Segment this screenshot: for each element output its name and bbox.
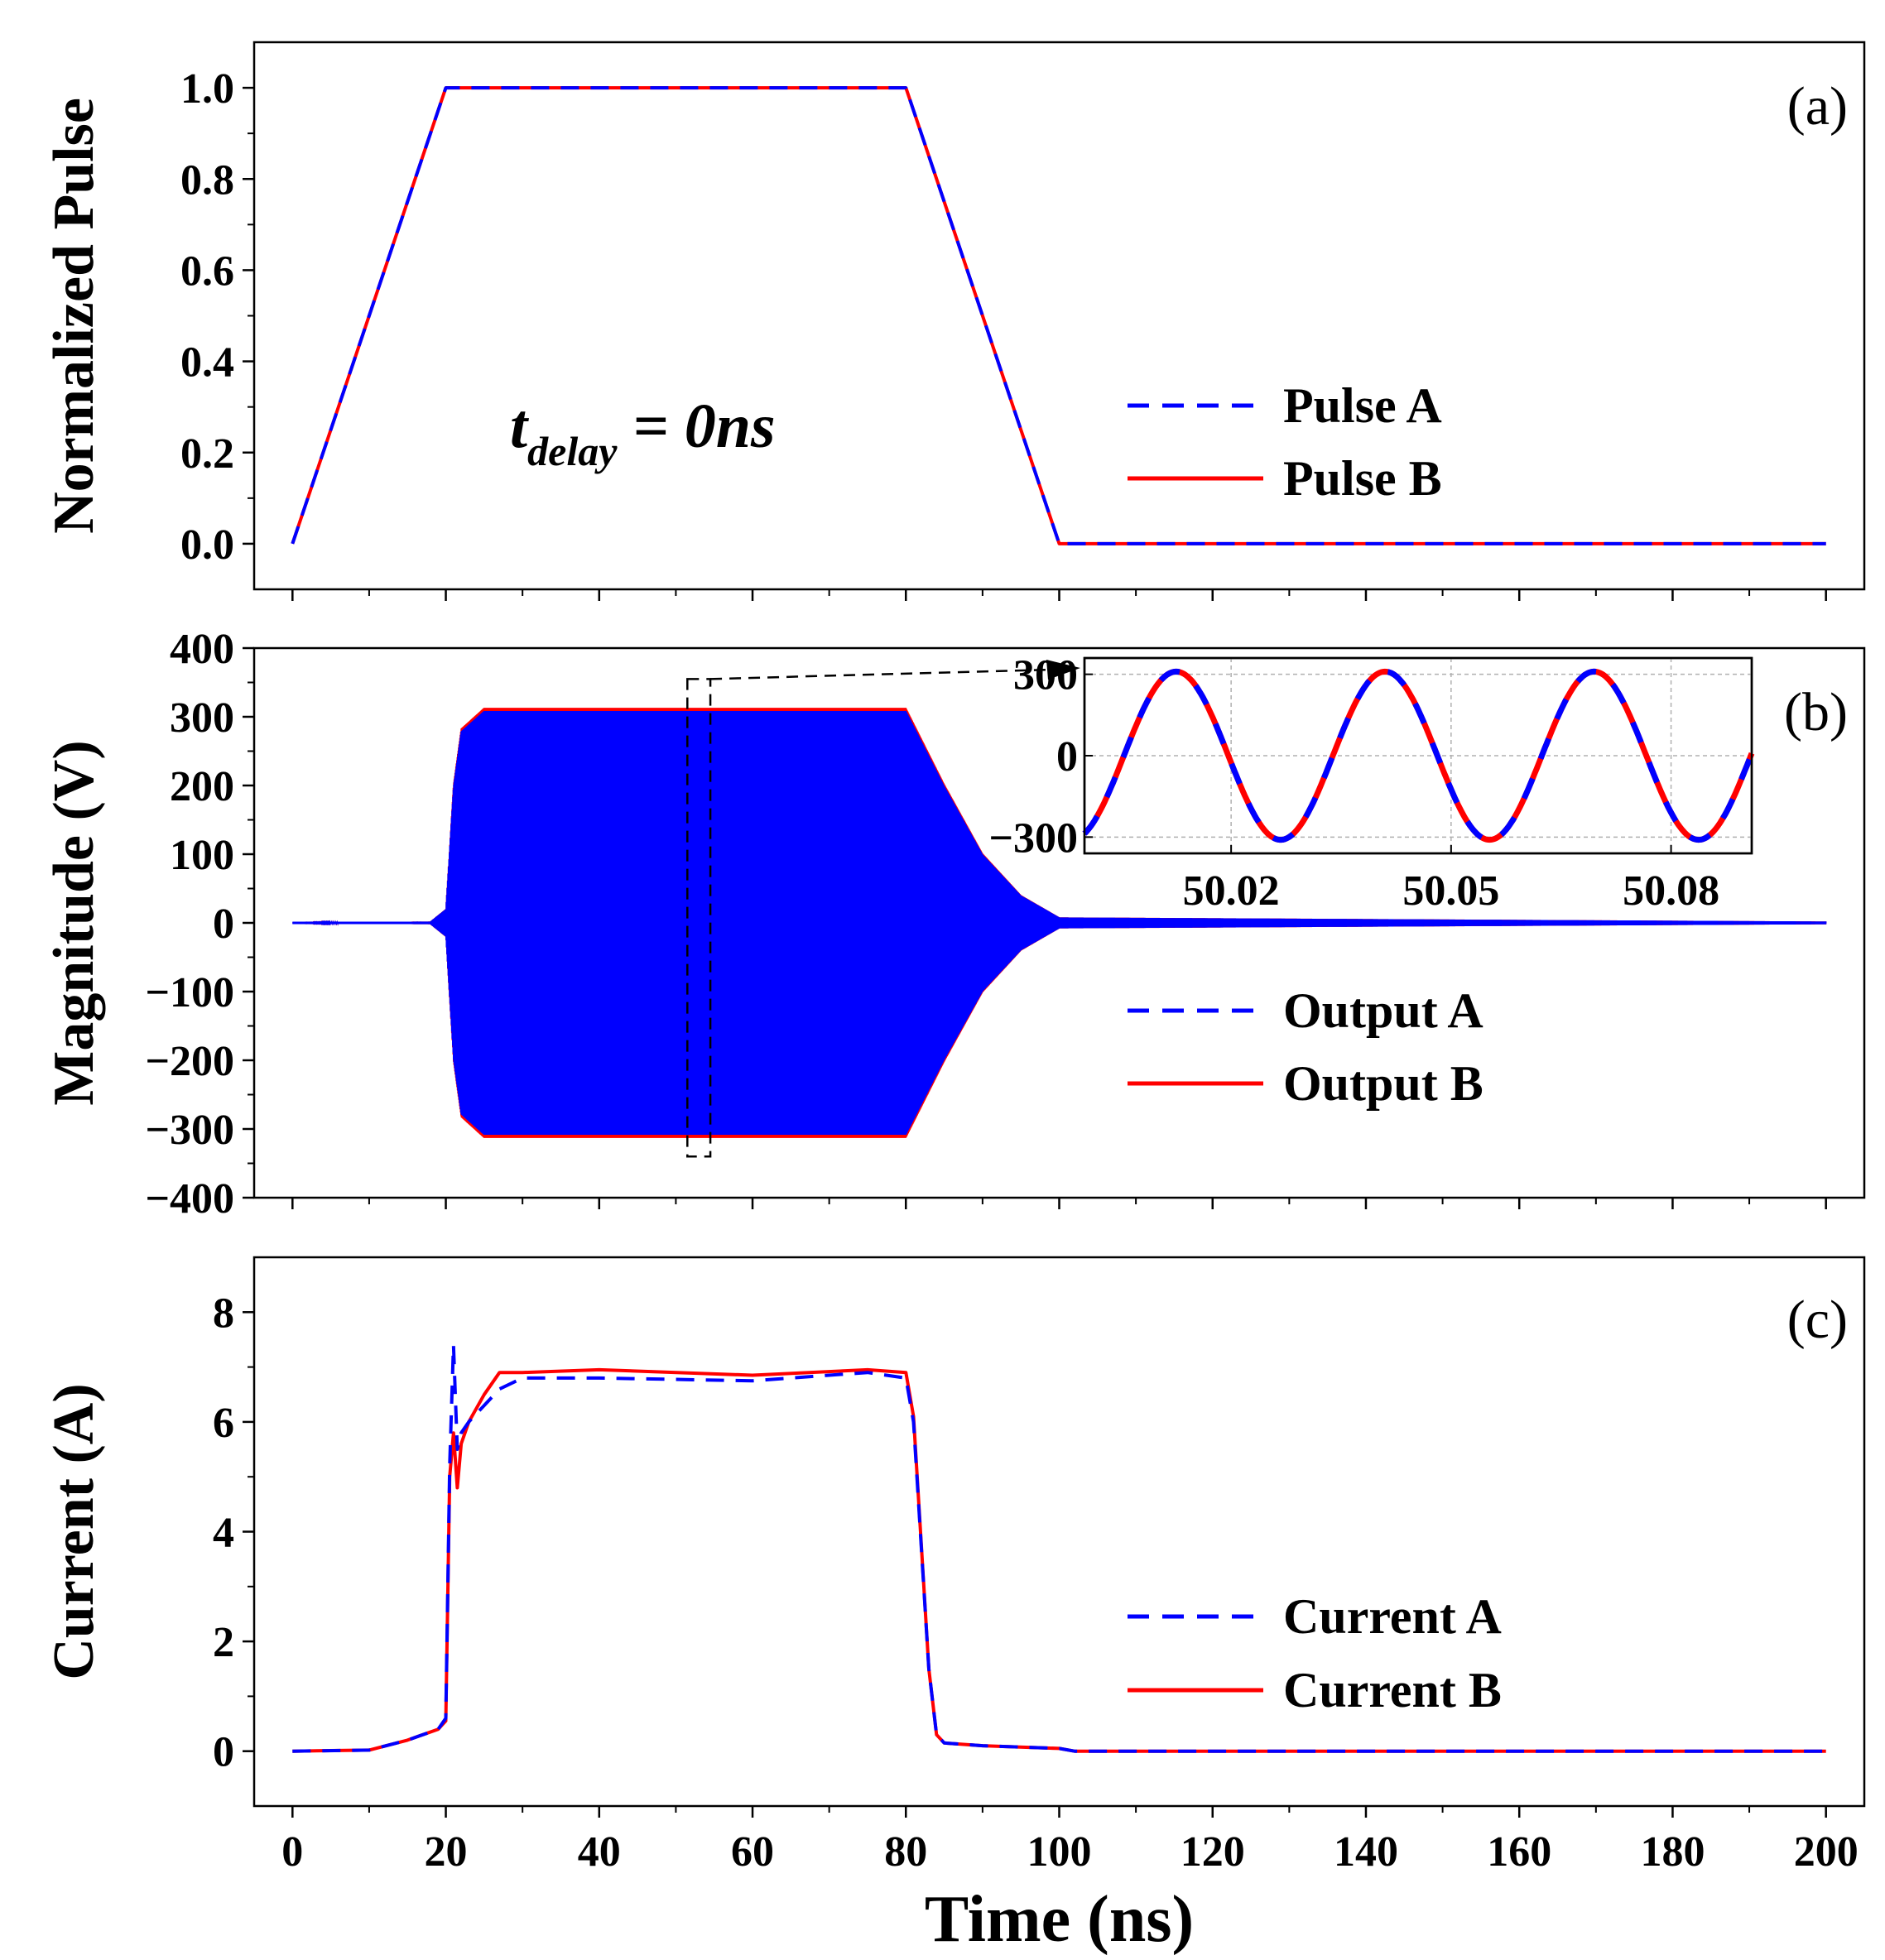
zoom-arrow-line xyxy=(710,668,1052,680)
panel-3: 0 20 40 60 80 100 120 140 160 180 200 0 2 4 6 8 Current … xyxy=(42,1256,1866,1956)
legend: Pulse A Pulse B xyxy=(1128,378,1442,506)
plot-frame xyxy=(252,1256,1866,1808)
x-tick-label: 80 xyxy=(884,1828,927,1876)
inset-x-tick-label: 50.02 xyxy=(1183,867,1280,915)
y-tick-label: −100 xyxy=(145,969,234,1016)
y-tick-label: 0.2 xyxy=(180,430,234,478)
x-tick-label: 100 xyxy=(1027,1828,1092,1876)
y-tick-label: −400 xyxy=(145,1175,234,1223)
y-tick-label: 0.6 xyxy=(180,247,234,295)
zoom-arrow-head xyxy=(1046,660,1080,680)
y-tick-label: 8 xyxy=(213,1290,234,1337)
y-axis-title: Magnitude (V) xyxy=(42,740,106,1105)
y-axis-title: Normalized Pulse xyxy=(42,98,106,534)
legend: Output A Output B xyxy=(1128,983,1483,1111)
y-tick-label: 0 xyxy=(213,1729,234,1776)
x-tick-label: 120 xyxy=(1181,1828,1245,1876)
y-tick-label: −200 xyxy=(145,1038,234,1085)
panel-1: 0.0 0.2 0.4 0.6 0.8 1.0 Normalized Pulse (a) Pul… xyxy=(42,41,1866,601)
legend-label-pulse-b: Pulse B xyxy=(1283,451,1442,506)
legend-label-pulse-a: Pulse A xyxy=(1283,378,1442,433)
series-pulse-b xyxy=(291,86,1826,545)
x-tick-label: 140 xyxy=(1334,1828,1398,1876)
y-tick-label: 300 xyxy=(170,694,234,742)
series-pulse-a xyxy=(291,86,1826,545)
y-tick-label: 100 xyxy=(170,832,234,879)
legend: Current A Current B xyxy=(1128,1589,1502,1717)
y-tick-label: 6 xyxy=(213,1400,234,1447)
legend-label-output-a: Output A xyxy=(1283,983,1483,1038)
inset-y-tick-label: −300 xyxy=(988,814,1078,862)
x-tick-label: 160 xyxy=(1487,1828,1551,1876)
legend-label-current-a: Current A xyxy=(1283,1589,1502,1644)
y-tick-label: 200 xyxy=(170,763,234,810)
inset-series-output-a xyxy=(1082,668,1755,843)
y-tick-label: 400 xyxy=(170,626,234,673)
panel-label: (c) xyxy=(1787,1290,1848,1350)
inset-x-tick-label: 50.05 xyxy=(1402,867,1499,915)
y-tick-label: 1.0 xyxy=(180,65,234,113)
panel-label: (b) xyxy=(1784,682,1848,742)
legend-label-current-b: Current B xyxy=(1283,1663,1502,1717)
x-tick-label: 60 xyxy=(731,1828,774,1876)
series-current-b xyxy=(292,1367,1826,1753)
y-tick-label: 4 xyxy=(213,1510,234,1557)
annotation-t-delay: tdelay = 0ns xyxy=(510,392,776,474)
zoom-box xyxy=(686,678,712,1158)
data-group xyxy=(292,1343,1826,1753)
x-axis-title: Time (ns) xyxy=(925,1883,1194,1956)
inset-x-tick-label: 50.08 xyxy=(1623,867,1719,915)
inset: 50.02 50.05 50.08 −300 0 300 xyxy=(988,652,1755,915)
legend-label-output-b: Output B xyxy=(1283,1056,1483,1111)
plot-frame xyxy=(252,41,1866,591)
panel-2: −400 −300 −200 −100 0 100 200 300 400 Magnitude (… xyxy=(42,626,1866,1223)
x-tick-label: 180 xyxy=(1640,1828,1705,1876)
x-tick-label: 20 xyxy=(425,1828,468,1876)
y-tick-label: 0.4 xyxy=(180,339,234,387)
series-current-a xyxy=(292,1343,1826,1753)
inset-y-tick-label: 300 xyxy=(1013,652,1078,699)
y-axis-title: Current (A) xyxy=(42,1383,106,1679)
y-tick-label: 2 xyxy=(213,1619,234,1666)
x-tick-label: 40 xyxy=(578,1828,621,1876)
y-tick-label: 0.8 xyxy=(180,156,234,204)
data-group xyxy=(291,86,1826,545)
data-group xyxy=(292,708,1827,1138)
y-tick-label: 0 xyxy=(213,901,234,948)
inset-y-tick-label: 0 xyxy=(1056,733,1078,781)
panel-label: (a) xyxy=(1787,76,1848,137)
x-tick-label: 200 xyxy=(1794,1828,1859,1876)
x-tick-label: 0 xyxy=(281,1828,303,1876)
chart-layer: 0.0 0.2 0.4 0.6 0.8 1.0 Normalized Pulse (a) Pul… xyxy=(42,41,1866,1956)
y-tick-label: −300 xyxy=(145,1107,234,1154)
y-tick-label: 0.0 xyxy=(180,521,234,569)
